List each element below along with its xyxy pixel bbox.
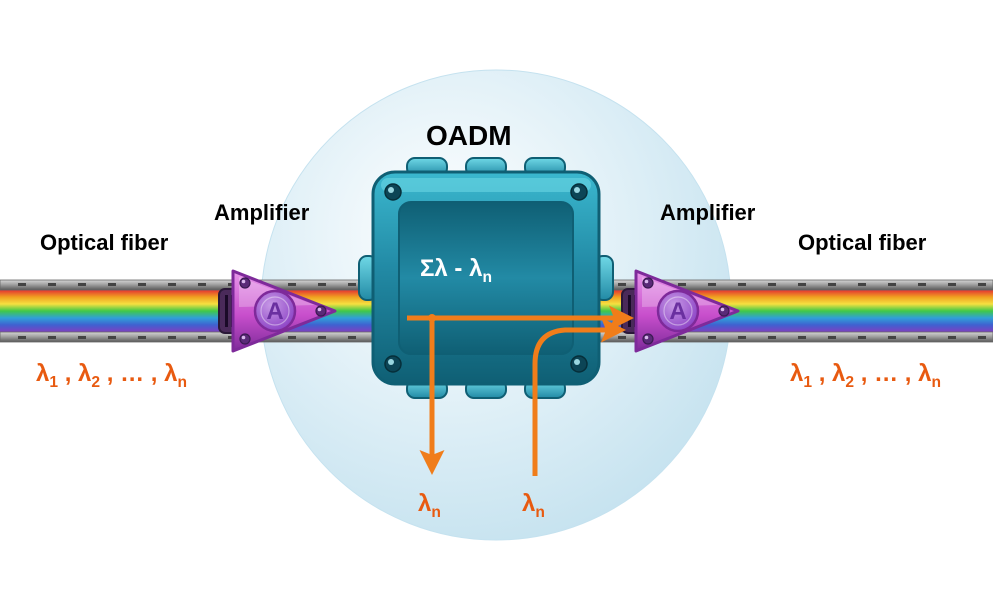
diagram-stage: AA OADM Amplifier Amplifier Optical fibe… [0,0,993,593]
optical-fiber-label-left: Optical fiber [40,230,168,256]
diagram-svg: AA [0,0,993,593]
lambda-list-left: λ1 , λ2 , … , λn [36,360,187,392]
amplifier-letter-right: A [669,298,686,325]
lambda-list-right: λ1 , λ2 , … , λn [790,360,941,392]
amplifier-letter-left: A [266,298,283,325]
amplifier-label-left: Amplifier [214,200,309,226]
lambda-drop-label: λn [418,490,441,522]
lambda-add-label: λn [522,490,545,522]
optical-fiber-label-right: Optical fiber [798,230,926,256]
oadm-title: OADM [426,120,512,152]
sigma-lambda-label: Σλ - λn [420,255,492,287]
amplifier-label-right: Amplifier [660,200,755,226]
